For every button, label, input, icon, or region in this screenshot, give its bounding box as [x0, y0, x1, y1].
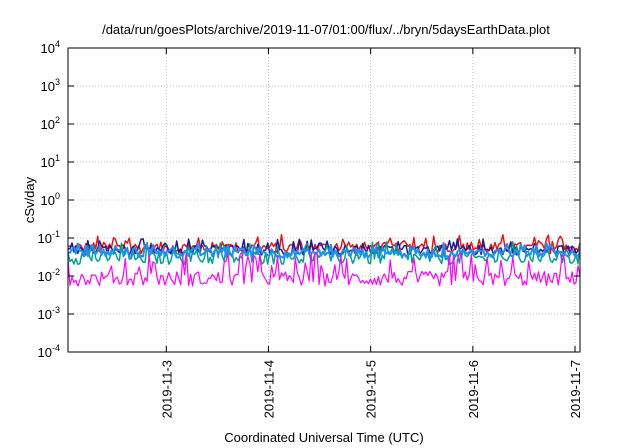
y-tick-label: 102 — [41, 115, 60, 132]
y-tick-exponent: 2 — [55, 115, 60, 125]
grid — [68, 48, 580, 352]
y-tick-exponent: 1 — [55, 153, 60, 163]
y-tick-exponent: 3 — [55, 77, 60, 87]
y-tick-exponent: -3 — [52, 305, 60, 315]
y-tick-label: 103 — [41, 77, 60, 94]
y-tick-label: 104 — [41, 39, 60, 56]
x-tick-label: 2019-11-3 — [159, 360, 174, 418]
y-tick-label: 10-3 — [38, 305, 60, 322]
x-tick-label: 2019-11-4 — [261, 360, 276, 418]
y-tick-exponent: -1 — [52, 229, 60, 239]
y-tick-base: 10 — [41, 193, 55, 208]
x-axis-label: Coordinated Universal Time (UTC) — [224, 430, 423, 445]
y-tick-base: 10 — [38, 307, 52, 322]
chart-title: /data/run/goesPlots/archive/2019-11-07/0… — [102, 22, 550, 37]
y-tick-base: 10 — [41, 117, 55, 132]
y-tick-exponent: 4 — [55, 39, 60, 49]
y-tick-exponent: 0 — [55, 191, 60, 201]
y-tick-label: 10-2 — [38, 267, 60, 284]
y-tick-label: 10-1 — [38, 229, 60, 246]
series-line-3 — [67, 242, 581, 259]
y-tick-base: 10 — [38, 231, 52, 246]
x-tick-label: 2019-11-7 — [568, 360, 583, 418]
y-axis-label: cSv/day — [22, 176, 37, 223]
series-lines — [67, 233, 581, 287]
y-tick-base: 10 — [41, 41, 55, 56]
y-tick-base: 10 — [38, 269, 52, 284]
x-tick-label: 2019-11-6 — [466, 360, 481, 418]
y-tick-exponent: -4 — [52, 343, 60, 353]
x-tick-label: 2019-11-5 — [364, 360, 379, 418]
y-tick-label: 101 — [41, 153, 60, 170]
y-tick-base: 10 — [41, 79, 55, 94]
y-tick-label: 10-4 — [38, 343, 60, 360]
x-axis-ticks: 2019-11-3 2019-11-4 2019-11-5 2019-11-6 2019… — [159, 48, 583, 418]
y-tick-base: 10 — [38, 345, 52, 360]
series-line-4 — [67, 251, 581, 287]
y-tick-label: 100 — [41, 191, 60, 208]
y-tick-base: 10 — [41, 155, 55, 170]
y-tick-exponent: -2 — [52, 267, 60, 277]
